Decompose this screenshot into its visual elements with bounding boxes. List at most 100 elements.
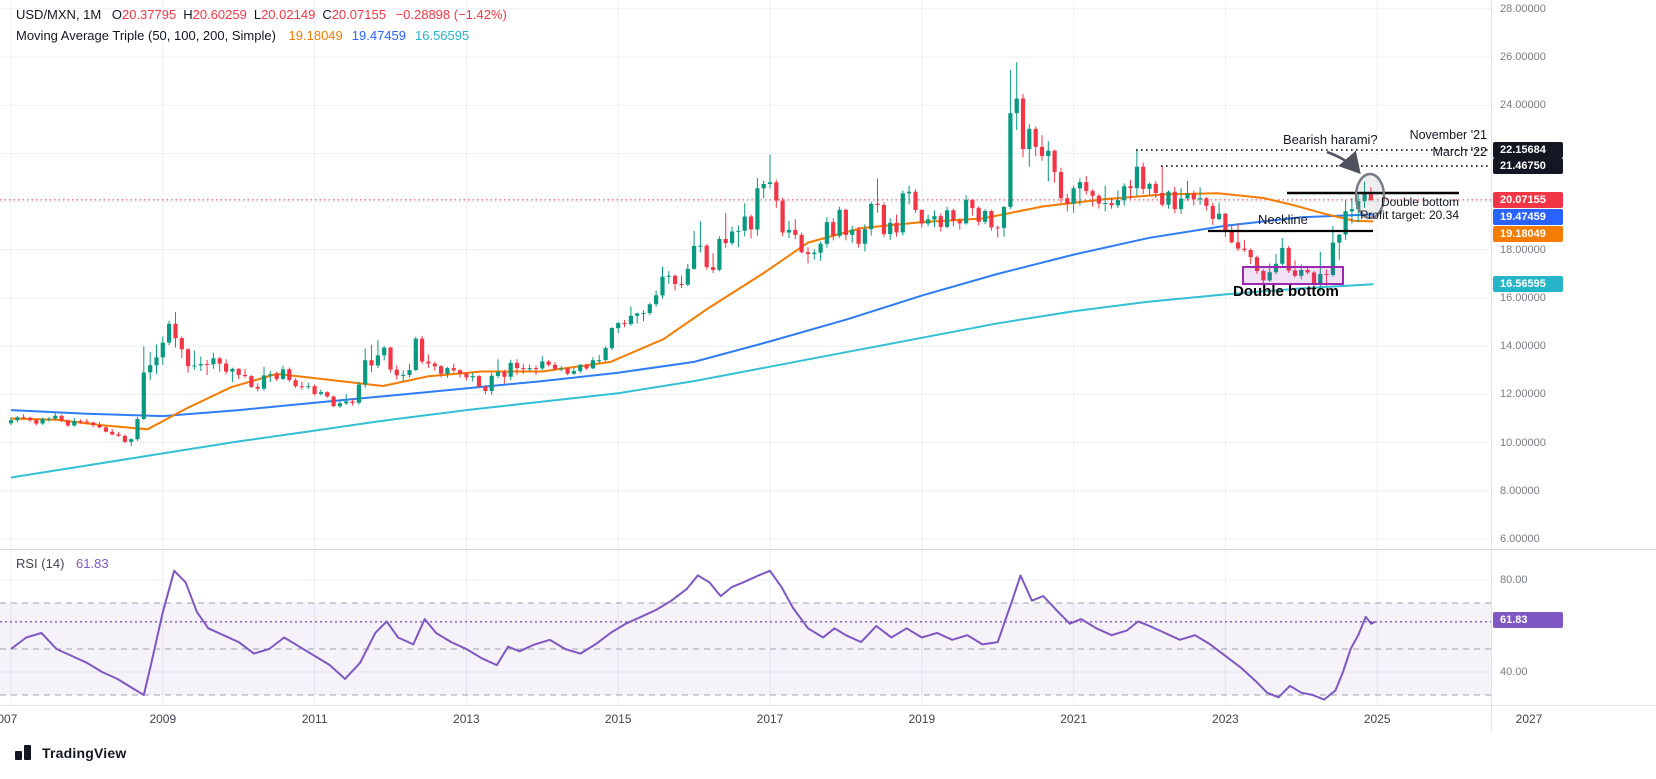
candle-body: [274, 374, 279, 379]
candle-body: [837, 209, 842, 236]
time-axis-label: 2011: [301, 712, 328, 726]
axis-badge: 19.18049: [1493, 226, 1563, 242]
candle-body: [21, 417, 26, 419]
candle-body: [635, 313, 640, 316]
candle-body: [603, 348, 608, 361]
candle-body: [711, 267, 716, 270]
candle-body: [15, 417, 20, 421]
candle-body: [173, 323, 178, 339]
symbol-legend[interactable]: USD/MXN, 1M O20.37795 H20.60259 L20.02149 C…: [16, 7, 507, 22]
time-axis-label: 2019: [908, 712, 936, 726]
candle-body: [401, 374, 406, 376]
ohlc-o: O20.37795: [111, 7, 177, 22]
candle-body: [1052, 150, 1057, 172]
candle-body: [875, 203, 880, 205]
candle-body: [894, 222, 899, 233]
candle-body: [116, 434, 121, 436]
candle-body: [1122, 186, 1127, 201]
time-axis-label: 2015: [604, 712, 632, 726]
candle-body: [964, 199, 969, 224]
candle-body: [72, 420, 77, 426]
candle-body: [679, 284, 684, 285]
candle-body: [198, 364, 203, 366]
candle-body: [242, 374, 248, 377]
candle-body: [938, 216, 943, 227]
rsi-legend-title: RSI (14): [16, 556, 65, 571]
candle-body: [299, 386, 304, 388]
ma-legend[interactable]: Moving Average Triple (50, 100, 200, Sim…: [16, 28, 469, 43]
double-bottom-box[interactable]: [1242, 266, 1344, 285]
candle-body: [445, 368, 450, 374]
november-21-label[interactable]: November '21: [1409, 128, 1487, 142]
candle-body: [628, 315, 633, 324]
candle-body: [464, 373, 469, 378]
harami-ellipse[interactable]: [1354, 172, 1386, 220]
candle-body: [666, 275, 671, 277]
candle-body: [439, 366, 444, 374]
candle-body: [388, 347, 393, 370]
price-axis-label: 18.00000: [1500, 243, 1546, 256]
candle-body: [597, 360, 602, 362]
candle-body: [514, 362, 520, 369]
tradingview-logo-icon: [15, 745, 31, 760]
ma50-line: [10, 192, 1374, 431]
tradingview-attribution[interactable]: TradingView: [13, 742, 126, 764]
axis-badge: 20.07155: [1493, 192, 1563, 208]
candle-body: [540, 361, 545, 369]
profit-target-label[interactable]: Double bottom Profit target: 20.34: [1310, 196, 1459, 222]
candle-body: [761, 184, 766, 189]
candle-body: [91, 422, 96, 426]
candle-body: [1046, 150, 1051, 156]
axis-badge: 16.56595: [1493, 276, 1563, 292]
price-axis-label: 10.00000: [1500, 436, 1546, 449]
candle-body: [1096, 195, 1101, 204]
candle-body: [110, 431, 115, 435]
candle-body: [1204, 198, 1209, 206]
double-bottom-label[interactable]: Double bottom: [1233, 283, 1339, 300]
candle-body: [571, 371, 576, 374]
candle-body: [1084, 182, 1089, 191]
candle-body: [805, 252, 811, 255]
bearish-harami-label[interactable]: Bearish harami?: [1283, 132, 1378, 147]
candle-body: [1330, 242, 1335, 275]
candle-body: [1033, 128, 1038, 147]
candle-body: [287, 369, 292, 381]
candle-body: [881, 205, 886, 235]
candle-body: [578, 365, 583, 371]
march-22-label[interactable]: March '22: [1432, 145, 1488, 159]
candle-body: [318, 392, 323, 394]
change-value: −0.28898 (−1.42%): [395, 7, 507, 22]
harami-arrow[interactable]: [1326, 150, 1361, 174]
candle-body: [1020, 98, 1026, 150]
candle-body: [913, 191, 918, 210]
candle-body: [730, 231, 735, 244]
candle-body: [862, 229, 867, 244]
candle-body: [502, 372, 507, 377]
candle-body: [217, 358, 222, 364]
candle-body: [1286, 247, 1291, 271]
candle-body: [1311, 272, 1317, 285]
candle-body: [211, 358, 216, 365]
time-axis-label: 2009: [149, 712, 177, 726]
axis-badge: 19.47459: [1493, 209, 1563, 225]
candle-body: [533, 368, 539, 370]
candle-body: [1027, 128, 1032, 149]
candle-body: [1141, 166, 1146, 189]
candle-body: [1058, 172, 1064, 199]
candle-body: [698, 245, 703, 247]
candle-body: [1077, 182, 1082, 189]
candle-body: [129, 439, 134, 442]
candle-body: [812, 252, 817, 255]
candle-body: [230, 368, 235, 372]
rsi-axis-label: 80.00: [1500, 574, 1528, 586]
candle-body: [1185, 193, 1190, 199]
neckline-label[interactable]: Neckline: [1258, 212, 1308, 227]
candle-body: [1280, 247, 1285, 264]
time-axis-label: 2023: [1212, 712, 1239, 726]
rsi-legend[interactable]: RSI (14) 61.83: [16, 556, 109, 571]
candle-body: [1103, 203, 1108, 204]
candle-body: [926, 219, 931, 224]
candle-body: [224, 363, 229, 372]
candle-body: [850, 229, 855, 235]
